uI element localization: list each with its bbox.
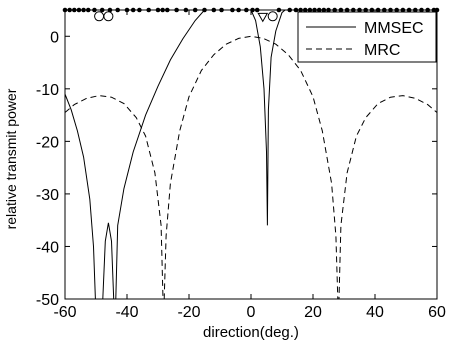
filled-dot-marker: [67, 7, 72, 13]
x-tick-label: 20: [304, 304, 322, 321]
open-circle-marker: [94, 11, 105, 22]
filled-dot-marker: [307, 7, 313, 13]
legend-label-mrc: MRC: [364, 42, 400, 59]
x-tick-label: 60: [428, 304, 446, 321]
filled-dot-marker: [419, 7, 424, 13]
y-tick-label: 0: [50, 29, 59, 46]
filled-dot-marker: [369, 7, 375, 13]
filled-dot-marker: [254, 7, 260, 13]
filled-dot-marker: [107, 7, 113, 13]
filled-dot-marker: [236, 7, 241, 13]
filled-dot-marker: [202, 7, 207, 13]
filled-dot-marker: [165, 7, 170, 13]
filled-dot-marker: [338, 7, 344, 13]
x-axis-label: direction(deg.): [203, 324, 299, 341]
y-tick-label: -30: [36, 187, 59, 204]
filled-dot-marker: [130, 7, 136, 13]
filled-dot-marker: [394, 7, 400, 13]
y-tick-label: -40: [36, 239, 59, 256]
filled-dot-marker: [99, 7, 105, 13]
filled-dot-marker: [316, 7, 322, 13]
series-lines: [65, 10, 437, 299]
filled-dot-marker: [434, 7, 440, 13]
filled-dot-marker: [146, 7, 151, 13]
filled-dot-marker: [388, 7, 393, 13]
x-tick-label: -20: [177, 304, 200, 321]
filled-dot-marker: [293, 7, 299, 13]
filled-dot-marker: [219, 7, 224, 13]
legend: MMSEC MRC: [297, 11, 437, 63]
series-mrc: [65, 35, 437, 299]
x-tick-label: 40: [366, 304, 384, 321]
filled-dot-marker: [160, 7, 165, 13]
filled-dot-marker: [298, 7, 303, 13]
filled-dot-marker: [137, 7, 142, 13]
y-tick-label: -20: [36, 134, 59, 151]
filled-dot-marker: [287, 7, 293, 13]
legend-label-mmsec: MMSEC: [364, 20, 424, 37]
open-circle-marker: [267, 11, 278, 22]
filled-dot-marker: [302, 7, 308, 13]
filled-dot-marker: [312, 7, 317, 13]
filled-dot-marker: [183, 7, 189, 13]
filled-dot-marker: [230, 7, 235, 13]
markers: [62, 7, 440, 23]
filled-dot-marker: [406, 7, 412, 13]
filled-dot-marker: [81, 7, 86, 13]
filled-dot-marker: [174, 7, 179, 13]
filled-dot-marker: [276, 7, 282, 13]
filled-dot-marker: [92, 7, 97, 13]
filled-dot-marker: [124, 7, 130, 13]
filled-dot-marker: [344, 7, 350, 13]
filled-dot-marker: [250, 7, 255, 13]
filled-dot-marker: [400, 7, 406, 13]
axis-ticks: -60 -40 -20 0 20 40 60 0 -10 -20 -30 -40 -50: [36, 10, 446, 321]
open-circle-marker: [103, 11, 114, 22]
y-axis-label: relative transmit power: [3, 88, 19, 229]
filled-dot-marker: [192, 7, 198, 13]
filled-dot-marker: [155, 7, 161, 13]
filled-dot-marker: [321, 7, 327, 13]
filled-dot-marker: [326, 7, 331, 13]
open-triangle-marker: [257, 12, 269, 23]
filled-dot-marker: [72, 7, 77, 13]
x-tick-label: 0: [247, 304, 256, 321]
filled-dot-marker: [211, 7, 217, 13]
filled-dot-marker: [332, 7, 338, 13]
filled-dot-marker: [351, 7, 356, 13]
filled-dot-marker: [357, 7, 362, 13]
filled-dot-marker: [363, 7, 369, 13]
filled-dot-marker: [115, 7, 120, 13]
filled-dot-marker: [375, 7, 381, 13]
filled-dot-marker: [244, 7, 249, 13]
filled-dot-marker: [425, 7, 431, 13]
filled-dot-marker: [382, 7, 387, 13]
y-tick-label: -10: [36, 82, 59, 99]
x-tick-label: -60: [53, 304, 76, 321]
x-tick-label: -40: [115, 304, 138, 321]
filled-dot-marker: [85, 7, 91, 13]
series-mmsec: [65, 10, 437, 299]
filled-dot-marker: [413, 7, 418, 13]
filled-dot-marker: [62, 7, 68, 13]
filled-dot-marker: [76, 7, 82, 13]
legend-box: [297, 11, 437, 63]
y-tick-label: -50: [36, 292, 59, 309]
